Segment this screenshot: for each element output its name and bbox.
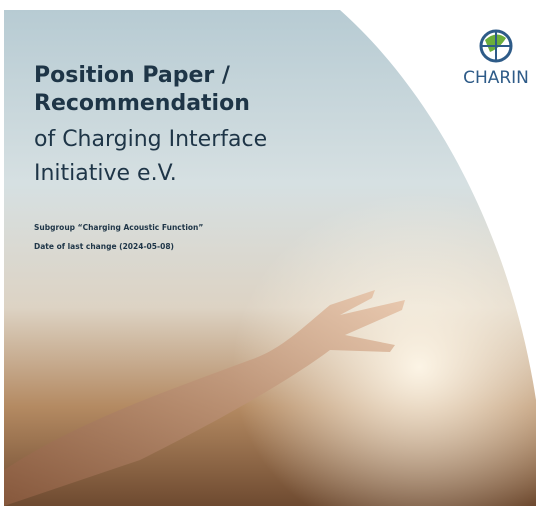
subgroup: Subgroup “Charging Acoustic Function” (34, 223, 203, 232)
cover: CHARIN Position Paper / Recommendation o… (0, 0, 541, 518)
title-bold-line: Position Paper / (34, 63, 231, 88)
title-bold-line: Recommendation (34, 91, 250, 116)
title-line: of Charging Interface (34, 127, 267, 152)
title-line: Initiative e.V. (34, 161, 177, 186)
date: Date of last change (2024-05-08) (34, 242, 174, 251)
logo-text: CHARIN (463, 68, 529, 88)
page: {"cover": { "title_bold": ["Position Pap… (0, 0, 541, 518)
